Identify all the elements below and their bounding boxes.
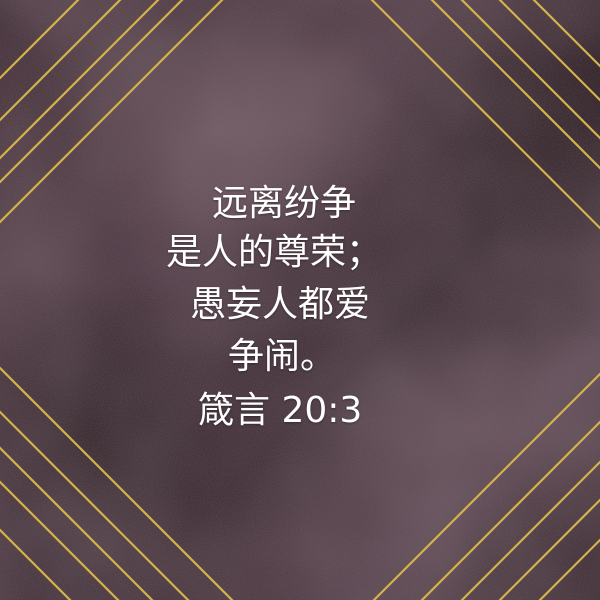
verse-line-2: 是人的尊荣； bbox=[166, 232, 383, 273]
verse-line-3: 愚妄人都爱 bbox=[190, 284, 371, 325]
verse-line-1: 远离纷争 bbox=[212, 183, 357, 224]
verse-line-4: 争闹。 bbox=[228, 336, 337, 377]
verse-reference: 箴言 20:3 bbox=[198, 390, 363, 431]
